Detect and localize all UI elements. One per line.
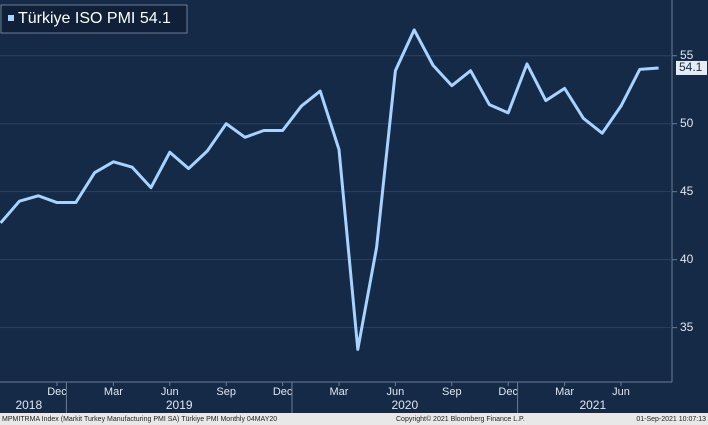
legend-label: Türkiye ISO PMI 54.1 [18,10,171,27]
y-tick-label: 50 [680,116,694,130]
y-tick-label: 40 [680,252,694,266]
legend-box [0,4,188,34]
x-tick-label: Sep [442,386,462,398]
last-value-box [676,60,707,75]
last-value-label: 54.1 [679,60,703,74]
x-tick-label: Mar [555,386,574,398]
footer-bar [0,413,708,425]
x-tick-label: Dec [498,386,518,398]
year-label: 2018 [15,398,42,412]
year-label: 2021 [579,398,606,412]
x-tick-label: Jun [612,386,630,398]
x-tick-label: Sep [216,386,236,398]
footer-timestamp: 01-Sep-2021 10:07:13 [636,416,706,423]
y-tick-label: 35 [680,320,694,334]
series-line [0,28,659,351]
x-tick-label: Dec [273,386,293,398]
x-tick-label: Mar [330,386,349,398]
legend-value: 54.1 [140,10,171,27]
y-tick-label: 45 [680,184,694,198]
x-tick-label: Mar [104,386,123,398]
x-tick-label: Jun [161,386,179,398]
footer-source: MPMITRMA Index (Markit Turkey Manufactur… [2,416,277,423]
y-tick-label: 55 [680,48,694,62]
year-label: 2019 [166,398,193,412]
x-tick-label: Dec [47,386,67,398]
legend-swatch [8,15,14,21]
year-label: 2020 [391,398,418,412]
legend-name: Türkiye ISO PMI [18,10,135,27]
background [0,0,708,413]
x-tick-label: Jun [387,386,405,398]
footer-copyright: Copyright© 2021 Bloomberg Finance L.P. [396,415,525,423]
